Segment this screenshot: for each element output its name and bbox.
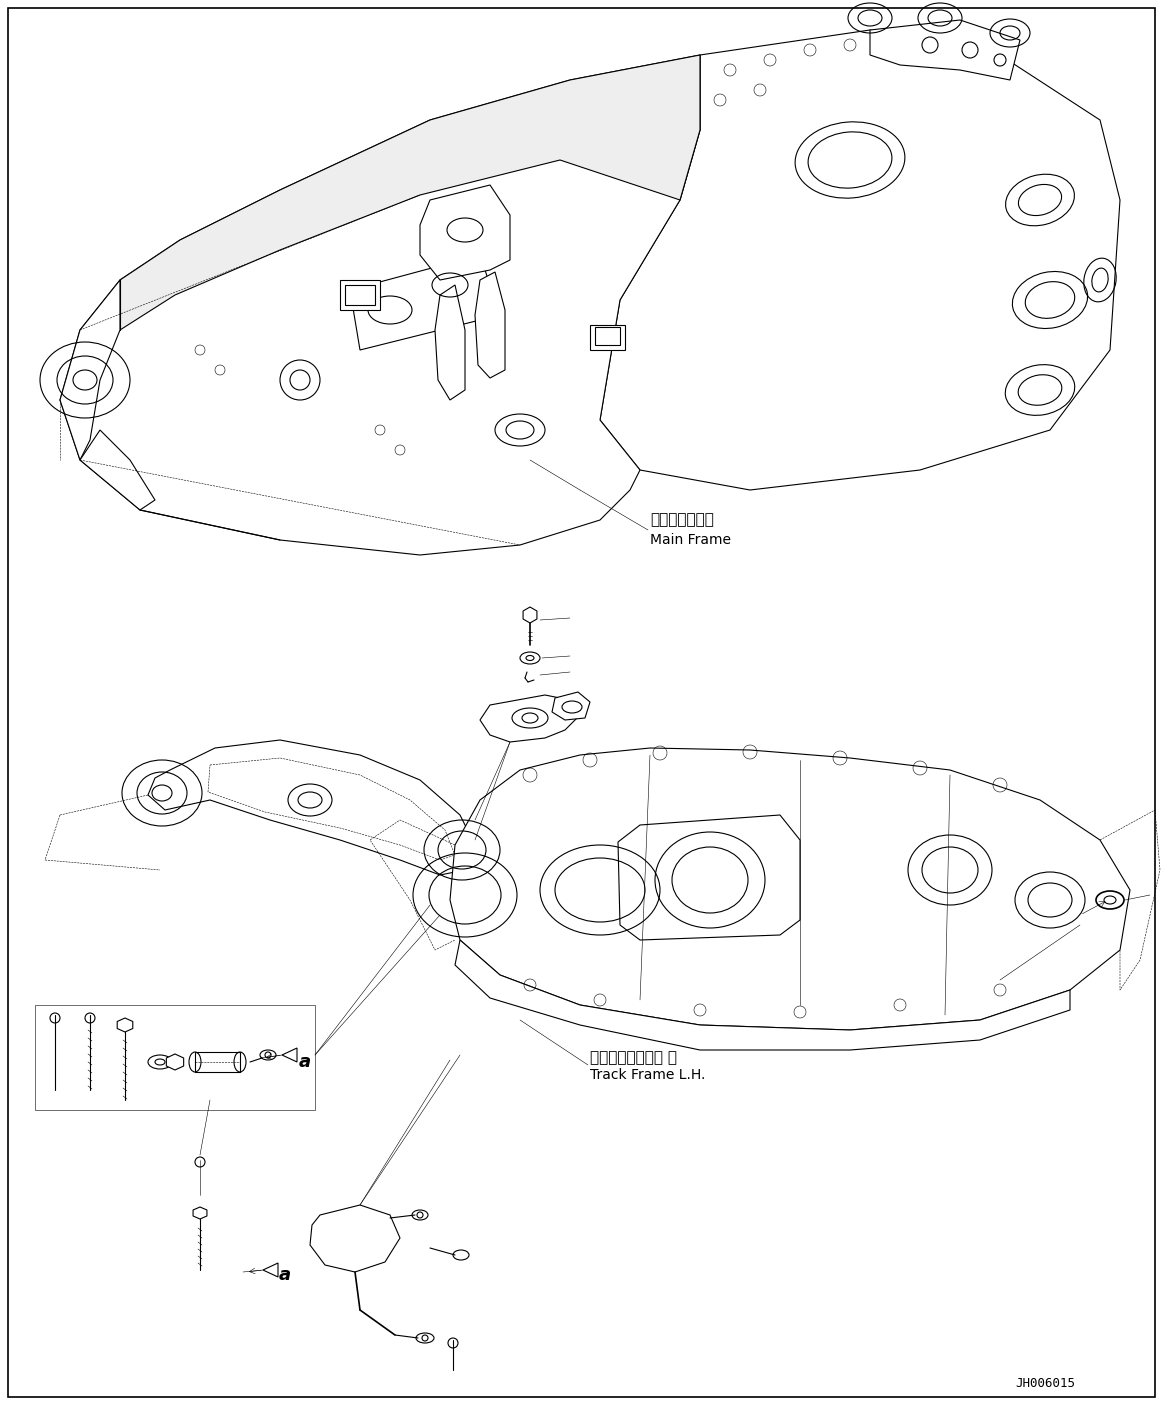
Polygon shape [166,1054,184,1071]
Text: トラックフレーム 左: トラックフレーム 左 [590,1051,677,1065]
Polygon shape [600,30,1120,490]
Polygon shape [60,280,120,459]
Text: a: a [299,1052,311,1071]
Bar [590,325,625,350]
Polygon shape [148,740,475,875]
Bar [345,285,374,305]
Polygon shape [455,940,1070,1050]
Polygon shape [420,185,511,280]
Polygon shape [60,55,700,555]
Polygon shape [193,1207,207,1220]
Polygon shape [435,285,465,400]
Text: JH006015: JH006015 [1015,1377,1075,1390]
Polygon shape [450,747,1130,1030]
Bar [595,327,620,346]
Polygon shape [80,430,155,510]
Polygon shape [618,815,800,940]
Text: Track Frame L.H.: Track Frame L.H. [590,1068,706,1082]
Polygon shape [552,693,590,719]
Text: a: a [279,1266,291,1284]
Polygon shape [117,1019,133,1033]
Polygon shape [523,607,537,622]
Text: メインフレーム: メインフレーム [650,513,714,527]
Polygon shape [195,1052,240,1072]
Ellipse shape [526,656,534,660]
Polygon shape [281,1048,297,1062]
Polygon shape [350,254,490,350]
Polygon shape [480,695,580,742]
Text: Main Frame: Main Frame [650,532,732,547]
Bar [340,280,380,311]
Polygon shape [475,273,505,378]
Polygon shape [263,1263,278,1277]
Polygon shape [870,20,1020,80]
Polygon shape [311,1205,400,1272]
Polygon shape [120,55,700,330]
